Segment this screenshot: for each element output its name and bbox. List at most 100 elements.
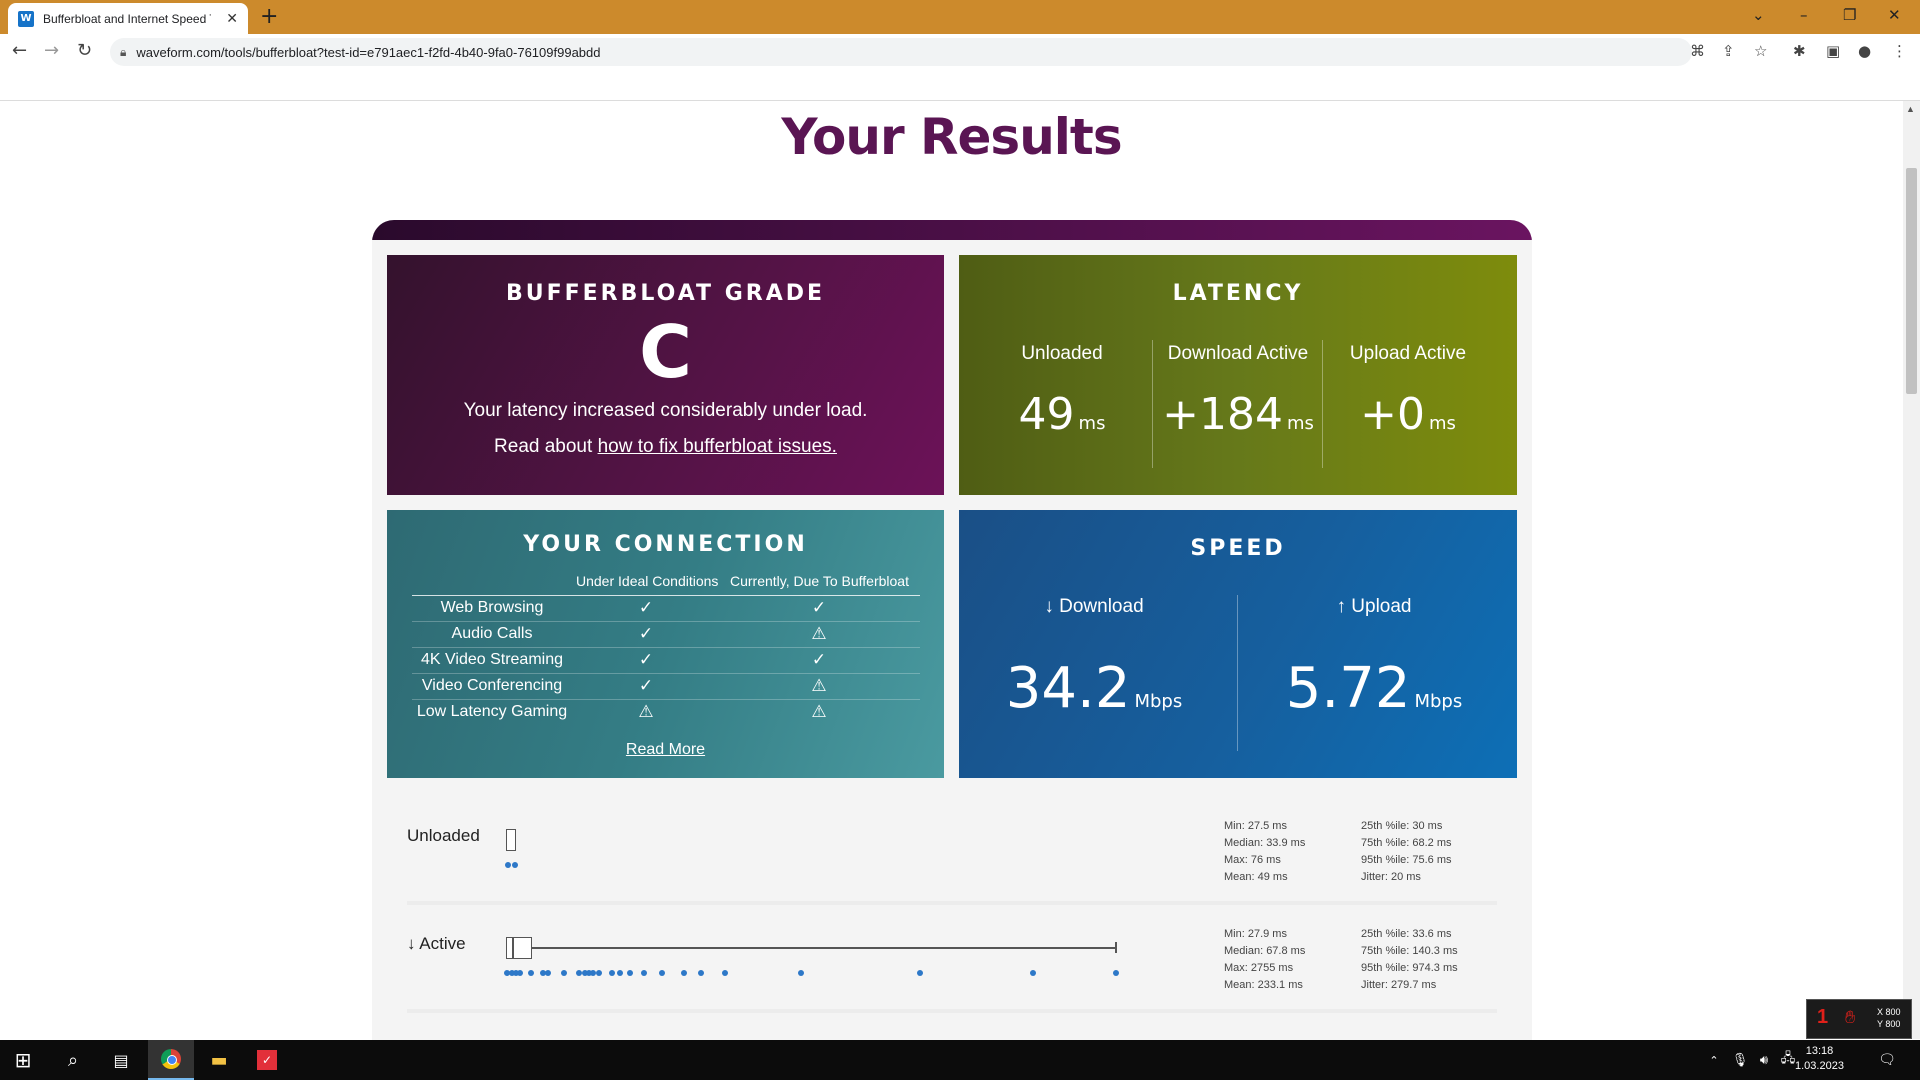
task-view-icon[interactable]: ▤ [113,1050,129,1070]
latency-sample-dot [513,970,519,976]
median-line [512,937,514,959]
unloaded-row-label: Unloaded [407,826,480,845]
latency-sample-dot [586,970,592,976]
latency-separator [1152,340,1153,468]
toolbar-divider [0,100,1920,101]
read-more-link[interactable]: Read More [625,741,706,758]
speed-unit: Mbps [1414,691,1463,712]
stat-p95: 95th %ile: 75.6 ms [1361,854,1452,866]
page-title: Your Results [781,108,1122,166]
latency-sample-dot [504,970,510,976]
stat-max: Max: 76 ms [1224,854,1281,866]
download-active-row-label: ↓ Active [407,934,466,953]
browser-tab[interactable]: W Bufferbloat and Internet Speed Test - … [8,3,248,34]
translate-icon[interactable]: ⌘ [1690,42,1705,60]
connection-row: Web Browsing ✓ ✓ [412,595,920,621]
latency-sample-dot [641,970,647,976]
connection-row: Video Conferencing ✓ ⚠ [412,673,920,699]
microphone-icon[interactable]: 🎙︎ [1731,1052,1749,1068]
bookmark-star-icon[interactable]: ☆ [1754,42,1768,60]
back-icon[interactable]: ← [12,40,28,61]
latency-separator [1322,340,1323,468]
latency-download-value: +184 [1162,389,1283,440]
latency-unloaded: Unloaded 49 ms [977,343,1147,440]
volume-icon[interactable]: 🔊︎ [1759,1052,1769,1068]
fix-bufferbloat-link[interactable]: how to fix bufferbloat issues. [597,436,837,457]
upload-value: 5.72 [1285,656,1411,721]
latency-sample-dot [505,862,511,868]
windows-start-icon[interactable]: ⊞ [14,1048,32,1072]
activity-name: Web Browsing [440,599,544,616]
latency-unit: ms [1078,413,1106,434]
scroll-up-arrow-icon[interactable]: ▲ [1906,104,1915,114]
share-icon[interactable]: ⇪ [1722,42,1735,60]
close-tab-icon[interactable]: ✕ [226,10,238,26]
speed-upload: ↑ Upload 5.72 Mbps [1239,596,1509,721]
latency-sample-dot [545,970,551,976]
waveform-favicon-icon: W [18,10,34,27]
chrome-taskbar-icon[interactable] [148,1040,194,1080]
menu-kebab-icon[interactable]: ⋮ [1892,42,1907,60]
latency-sample-dot [659,970,665,976]
activity-name: Low Latency Gaming [416,703,568,720]
side-panel-icon[interactable]: ▣ [1826,42,1841,60]
download-label: ↓ Download [1044,596,1144,617]
latency-sample-dot [512,862,518,868]
latency-sample-dot [561,970,567,976]
latency-sample-dot [722,970,728,976]
minimize-icon[interactable]: – [1800,6,1808,24]
latency-unloaded-value: 49 [1018,389,1075,440]
search-icon[interactable]: ⌕ [67,1049,79,1071]
check-icon: ✓ [811,650,827,670]
mouse-software-overlay: 1 ✋︎ X 800 Y 800 [1806,999,1912,1039]
your-connection-card: YOUR CONNECTION Under Ideal Conditions C… [387,510,944,778]
new-tab-button[interactable]: + [260,4,279,29]
stat-max: Max: 2755 ms [1224,962,1294,974]
stat-min: Min: 27.9 ms [1224,928,1287,940]
download-active-stats-right: 25th %ile: 33.6 ms 75th %ile: 140.3 ms 9… [1361,926,1458,994]
tray-chevron-icon[interactable]: ⌃ [1709,1053,1719,1067]
forward-icon[interactable]: → [44,40,60,61]
scrollbar-thumb[interactable] [1906,168,1917,394]
latency-heading: LATENCY [1172,281,1304,306]
browser-toolbar: ← → ↻ 🔒︎ waveform.com/tools/bufferbloat?… [0,34,1920,70]
app-taskbar-icon[interactable]: ✓ [244,1040,290,1080]
stat-median: Median: 33.9 ms [1224,837,1306,849]
url-text[interactable]: waveform.com/tools/bufferbloat?test-id=e… [136,44,601,60]
download-active-boxplot [506,937,532,959]
check-icon: ✓ [811,598,827,618]
whisker-cap [1115,942,1117,953]
speed-card: SPEED ↓ Download 34.2 Mbps ↑ Upload 5.72 M… [959,510,1517,778]
chart-row-divider [407,1009,1497,1013]
latency-sample-dot [917,970,923,976]
reload-icon[interactable]: ↻ [77,40,93,61]
read-about-prefix: Read about [494,436,598,457]
grade-description: Your latency increased considerably unde… [463,400,868,421]
close-window-icon[interactable]: ✕ [1888,6,1901,24]
file-explorer-icon[interactable]: ▬ [210,1049,228,1071]
latency-sample-dot [1113,970,1119,976]
latency-sample-dot [576,970,582,976]
connection-table: Web Browsing ✓ ✓ Audio Calls ✓ ⚠ 4K Vide… [412,595,920,725]
extensions-icon[interactable]: ✱ [1793,42,1806,60]
latency-upload-value: +0 [1360,389,1425,440]
latency-upload-label: Upload Active [1349,343,1467,364]
latency-download-label: Download Active [1167,343,1309,364]
lock-icon[interactable]: 🔒︎ [120,44,127,59]
taskbar-clock[interactable]: 13:18 1.03.2023 [1795,1044,1844,1074]
address-bar[interactable]: 🔒︎ waveform.com/tools/bufferbloat?test-i… [110,38,1692,66]
stat-p25: 25th %ile: 33.6 ms [1361,928,1452,940]
brand-logo-icon: 1 [1817,1006,1829,1028]
network-icon[interactable]: 🖧︎ [1780,1051,1796,1066]
overlay-y: Y 800 [1877,1019,1901,1029]
warning-icon: ⚠ [811,624,827,644]
overlay-x: X 800 [1877,1007,1901,1017]
grade-letter: C [639,310,692,394]
notification-icon[interactable]: 🗨︎ [1878,1052,1896,1068]
restore-icon[interactable]: ❐ [1843,6,1857,24]
col-ideal-header: Under Ideal Conditions [576,573,719,589]
tab-search-icon[interactable]: ⌄ [1752,6,1765,24]
latency-sample-dot [681,970,687,976]
stat-p25: 25th %ile: 30 ms [1361,820,1443,832]
profile-avatar-icon[interactable]: ● [1858,42,1872,60]
